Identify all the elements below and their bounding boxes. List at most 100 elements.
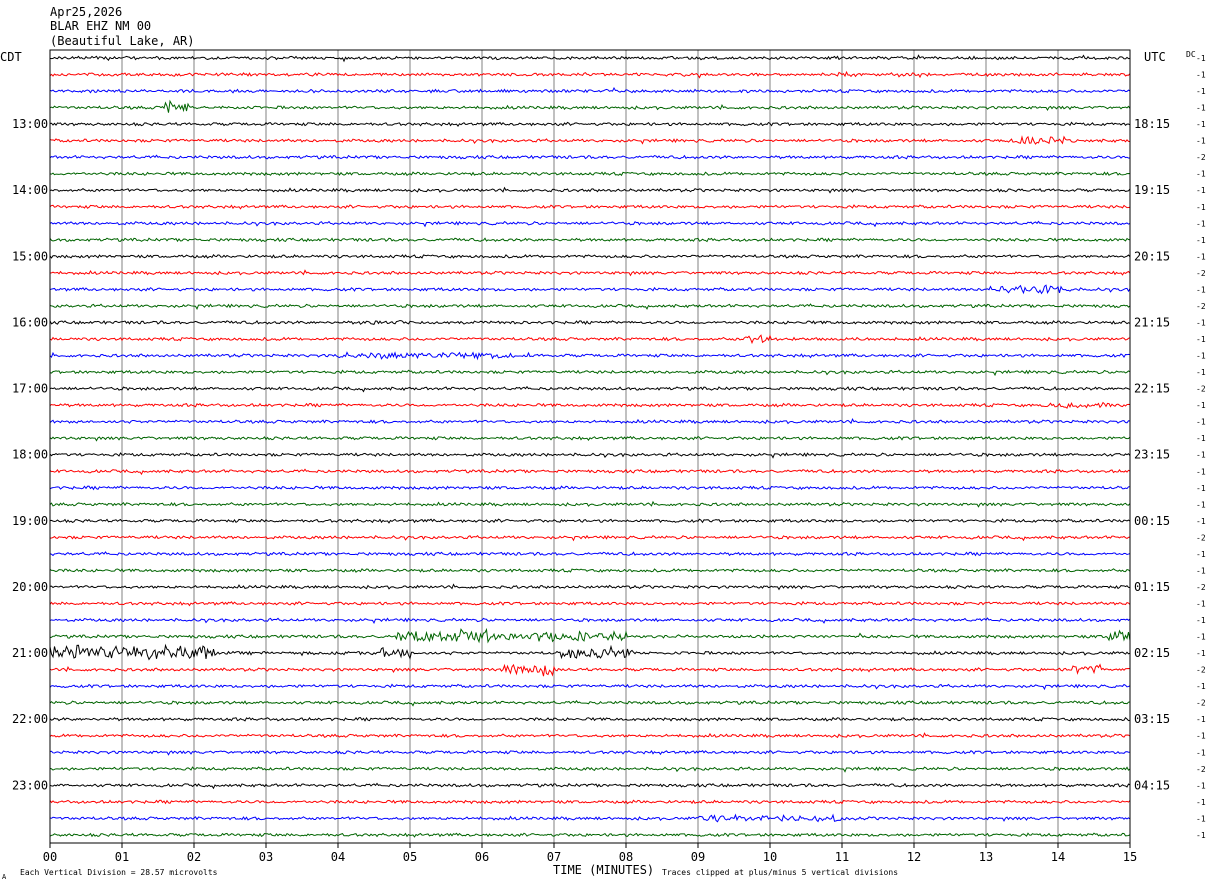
dc-offset-label: -1 xyxy=(1196,54,1206,63)
trace-35 xyxy=(49,627,1131,644)
dc-offset-label: -1 xyxy=(1196,616,1206,625)
utc-hour-label: 19:15 xyxy=(1134,183,1170,197)
dc-offset-label: -2 xyxy=(1196,385,1206,394)
trace-18 xyxy=(49,351,1131,361)
trace-3 xyxy=(49,99,1131,113)
dc-offset-label: -1 xyxy=(1196,649,1206,658)
minute-grid xyxy=(121,50,1059,843)
x-tick-label: 10 xyxy=(763,850,777,864)
dc-offset-label: -2 xyxy=(1196,533,1206,542)
dc-offset-label: -1 xyxy=(1196,467,1206,476)
trace-20 xyxy=(49,385,1131,393)
trace-11 xyxy=(49,237,1131,243)
dc-offset-label: -1 xyxy=(1196,352,1206,361)
dc-offset-label: -2 xyxy=(1196,153,1206,162)
trace-47 xyxy=(49,832,1131,838)
x-tick-label: 07 xyxy=(547,850,561,864)
x-tick-label: 09 xyxy=(691,850,705,864)
dc-offset-label: -1 xyxy=(1196,798,1206,807)
dc-offset-label: -1 xyxy=(1196,633,1206,642)
trace-9 xyxy=(49,204,1131,210)
trace-25 xyxy=(49,468,1131,476)
trace-37 xyxy=(49,663,1131,677)
trace-14 xyxy=(49,284,1131,295)
trace-0 xyxy=(49,54,1131,63)
trace-21 xyxy=(49,401,1131,409)
x-axis-title: TIME (MINUTES) xyxy=(553,863,654,877)
date-label: Apr25,2026 xyxy=(50,5,122,19)
scale-note: Each Vertical Division = 28.57 microvolt… xyxy=(20,868,218,877)
trace-33 xyxy=(49,600,1131,607)
trace-6 xyxy=(49,154,1131,160)
trace-24 xyxy=(49,452,1131,459)
x-tick-label: 03 xyxy=(259,850,273,864)
trace-29 xyxy=(49,534,1131,542)
trace-27 xyxy=(49,500,1131,508)
dc-offset-labels: -1 -1 -1 -1 -1 -1 -2 -1 -1 -1 -1 -1 -1 -2 -1 -2 -1 -1 -1 -1… xyxy=(1196,54,1206,840)
trace-4 xyxy=(49,121,1131,127)
dc-offset-label: -1 xyxy=(1196,285,1206,294)
dc-offset-label: -1 xyxy=(1196,318,1206,327)
cdt-hour-label: 20:00 xyxy=(12,580,48,594)
trace-36 xyxy=(49,643,1131,661)
corner-mark: A xyxy=(2,873,7,881)
dc-offset-label: -2 xyxy=(1196,269,1206,278)
cdt-hour-label: 15:00 xyxy=(12,249,48,263)
utc-hour-label: 18:15 xyxy=(1134,117,1170,131)
trace-2 xyxy=(49,86,1131,94)
station-label: BLAR EHZ NM 00 xyxy=(50,19,151,33)
dc-offset-label: -1 xyxy=(1196,517,1206,526)
dc-offset-label: -1 xyxy=(1196,335,1206,344)
dc-offset-label: -1 xyxy=(1196,682,1206,691)
x-tick-label: 13 xyxy=(979,850,993,864)
dc-column-label: DC xyxy=(1186,50,1196,59)
cdt-hour-label: 18:00 xyxy=(12,448,48,462)
trace-30 xyxy=(49,551,1131,557)
x-tick-label: 02 xyxy=(187,850,201,864)
utc-hour-label: 00:15 xyxy=(1134,514,1170,528)
cdt-hour-label: 14:00 xyxy=(12,183,48,197)
dc-offset-label: -2 xyxy=(1196,666,1206,675)
dc-offset-label: -1 xyxy=(1196,219,1206,228)
x-tick-label: 12 xyxy=(907,850,921,864)
trace-32 xyxy=(49,583,1131,591)
trace-23 xyxy=(49,435,1131,442)
trace-16 xyxy=(49,320,1131,326)
trace-31 xyxy=(49,568,1131,573)
trace-group xyxy=(49,54,1131,838)
dc-offset-label: -1 xyxy=(1196,748,1206,757)
dc-offset-label: -1 xyxy=(1196,434,1206,443)
utc-hour-label: 22:15 xyxy=(1134,382,1170,396)
x-tick-label: 00 xyxy=(43,850,57,864)
clip-note: Traces clipped at plus/minus 5 vertical … xyxy=(662,868,898,877)
x-tick-label: 04 xyxy=(331,850,345,864)
location-label: (Beautiful Lake, AR) xyxy=(50,34,195,48)
utc-hour-label: 20:15 xyxy=(1134,249,1170,263)
trace-34 xyxy=(49,617,1131,625)
cdt-hour-label: 16:00 xyxy=(12,315,48,329)
dc-offset-label: -2 xyxy=(1196,699,1206,708)
trace-8 xyxy=(49,186,1131,194)
cdt-hour-label: 22:00 xyxy=(12,712,48,726)
dc-offset-label: -1 xyxy=(1196,87,1206,96)
left-timezone-label: CDT xyxy=(0,50,22,64)
dc-offset-label: -1 xyxy=(1196,71,1206,80)
x-tick-label: 05 xyxy=(403,850,417,864)
utc-hour-label: 23:15 xyxy=(1134,448,1170,462)
x-tick-label: 14 xyxy=(1051,850,1065,864)
trace-1 xyxy=(49,70,1131,79)
trace-42 xyxy=(49,749,1131,756)
utc-hour-label: 04:15 xyxy=(1134,778,1170,792)
x-tick-label: 06 xyxy=(475,850,489,864)
dc-offset-label: -1 xyxy=(1196,599,1206,608)
cdt-hour-label: 21:00 xyxy=(12,646,48,660)
trace-26 xyxy=(49,485,1131,491)
trace-7 xyxy=(49,171,1131,177)
x-tick-label: 08 xyxy=(619,850,633,864)
trace-38 xyxy=(49,683,1131,691)
x-axis-ticks: 00 01 02 03 04 05 06 07 08 09 10 11 12 13 14 15 xyxy=(43,843,1137,864)
utc-hour-labels: 18:15 19:15 20:15 21:15 22:15 23:15 00:15 01:15… xyxy=(1134,117,1170,792)
plot-frame xyxy=(49,49,1131,844)
trace-19 xyxy=(49,369,1131,377)
